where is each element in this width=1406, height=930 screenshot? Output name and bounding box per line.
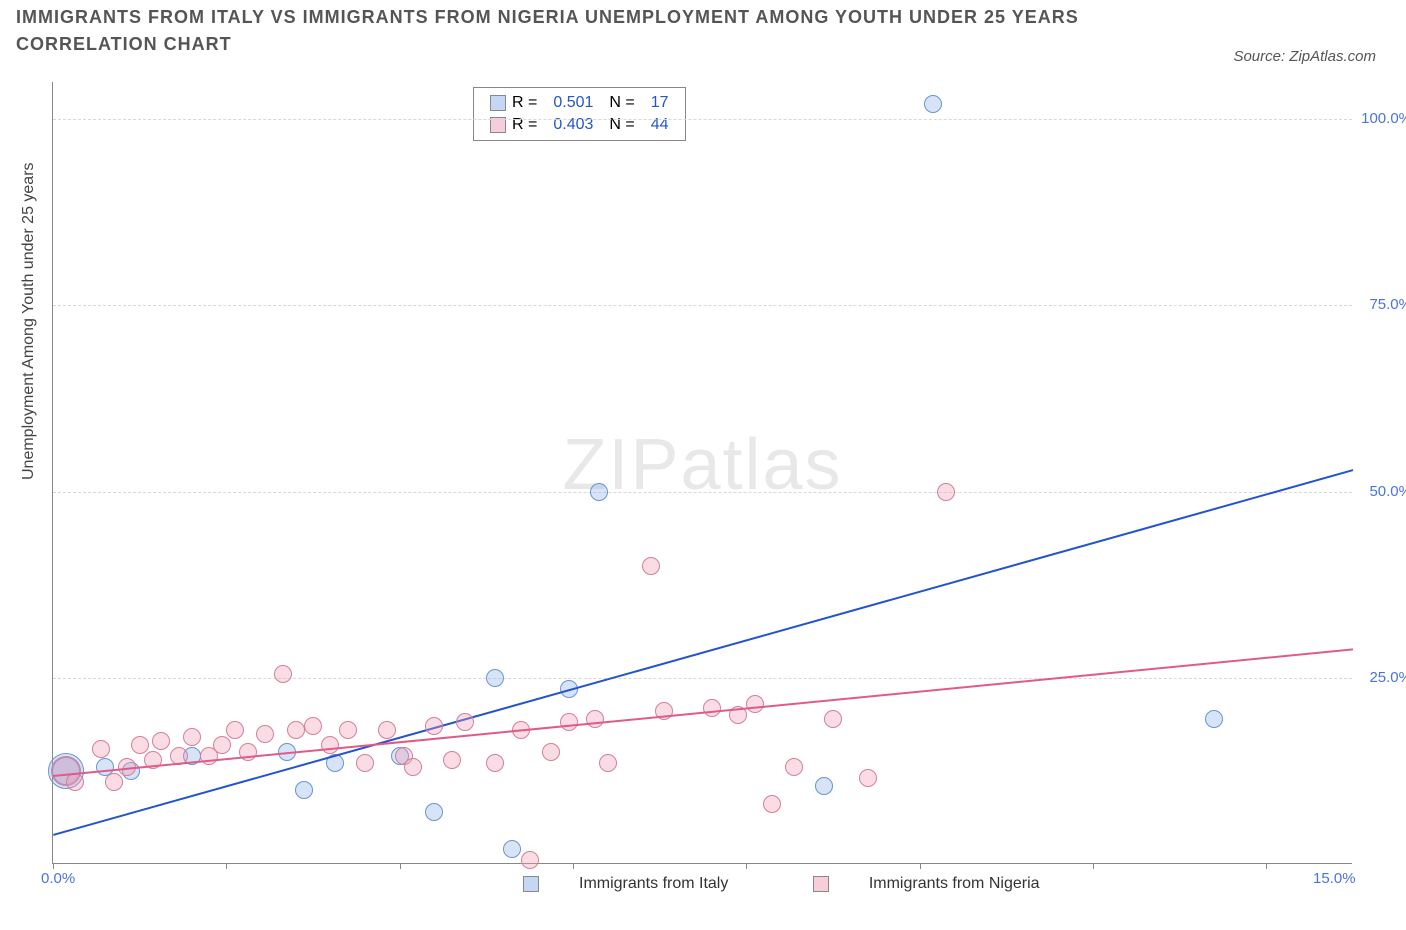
data-point: [599, 754, 617, 772]
data-point: [425, 803, 443, 821]
watermark-bold: ZIP: [562, 425, 680, 505]
data-point: [304, 717, 322, 735]
swatch-italy-icon: [523, 876, 539, 892]
gridline: [53, 678, 1352, 679]
data-point: [937, 483, 955, 501]
data-point: [642, 557, 660, 575]
data-point: [560, 713, 578, 731]
trend-line: [53, 469, 1354, 836]
data-point: [503, 840, 521, 858]
data-point: [92, 740, 110, 758]
y-axis-label: Unemployment Among Youth under 25 years: [20, 162, 38, 480]
legend: Immigrants from Italy Immigrants from Ni…: [483, 875, 1080, 893]
data-point: [703, 699, 721, 717]
x-tick-mark: [920, 863, 921, 869]
data-point: [443, 751, 461, 769]
data-point: [226, 721, 244, 739]
data-point: [287, 721, 305, 739]
data-point: [339, 721, 357, 739]
stat-r-italy: 0.501: [545, 92, 601, 114]
x-tick-mark: [573, 863, 574, 869]
data-point: [590, 483, 608, 501]
data-point: [256, 725, 274, 743]
stat-n-italy: 17: [643, 92, 677, 114]
data-point: [321, 736, 339, 754]
data-point: [66, 773, 84, 791]
legend-italy-label: Immigrants from Italy: [579, 875, 728, 892]
data-point: [356, 754, 374, 772]
stats-box: R = 0.501 N = 17 R = 0.403 N = 44: [473, 87, 686, 141]
gridline: [53, 305, 1352, 306]
stat-r-nigeria: 0.403: [545, 114, 601, 136]
stat-row-nigeria: R = 0.403 N = 44: [482, 114, 677, 136]
data-point: [183, 728, 201, 746]
x-tick-label: 0.0%: [41, 870, 75, 887]
data-point: [295, 781, 313, 799]
data-point: [542, 743, 560, 761]
data-point: [404, 758, 422, 776]
data-point: [486, 754, 504, 772]
y-tick-label: 100.0%: [1357, 110, 1406, 127]
data-point: [785, 758, 803, 776]
watermark-thin: atlas: [680, 425, 842, 505]
trend-line: [53, 648, 1353, 777]
x-tick-mark: [53, 863, 54, 869]
data-point: [586, 710, 604, 728]
data-point: [456, 713, 474, 731]
y-tick-label: 50.0%: [1357, 483, 1406, 500]
gridline: [53, 492, 1352, 493]
y-tick-label: 75.0%: [1357, 296, 1406, 313]
legend-nigeria: Immigrants from Nigeria: [793, 875, 1060, 892]
data-point: [924, 95, 942, 113]
x-tick-mark: [1093, 863, 1094, 869]
x-tick-mark: [1266, 863, 1267, 869]
data-point: [152, 732, 170, 750]
data-point: [486, 669, 504, 687]
data-point: [521, 851, 539, 869]
data-point: [378, 721, 396, 739]
stat-row-italy: R = 0.501 N = 17: [482, 92, 677, 114]
y-tick-label: 25.0%: [1357, 669, 1406, 686]
data-point: [815, 777, 833, 795]
data-point: [425, 717, 443, 735]
data-point: [859, 769, 877, 787]
chart-source: Source: ZipAtlas.com: [1233, 48, 1376, 65]
x-tick-mark: [746, 863, 747, 869]
x-tick-mark: [226, 863, 227, 869]
scatter-plot: ZIPatlas R = 0.501 N = 17 R = 0.403 N = …: [52, 82, 1352, 864]
swatch-italy-icon: [490, 95, 506, 111]
chart-title: IMMIGRANTS FROM ITALY VS IMMIGRANTS FROM…: [16, 4, 1116, 58]
x-tick-mark: [400, 863, 401, 869]
swatch-nigeria-icon: [813, 876, 829, 892]
legend-nigeria-label: Immigrants from Nigeria: [869, 875, 1040, 892]
gridline: [53, 119, 1352, 120]
data-point: [763, 795, 781, 813]
data-point: [274, 665, 292, 683]
stat-n-nigeria: 44: [643, 114, 677, 136]
data-point: [746, 695, 764, 713]
legend-italy: Immigrants from Italy: [503, 875, 748, 892]
data-point: [105, 773, 123, 791]
data-point: [1205, 710, 1223, 728]
data-point: [131, 736, 149, 754]
x-tick-label: 15.0%: [1313, 870, 1356, 887]
data-point: [213, 736, 231, 754]
data-point: [824, 710, 842, 728]
